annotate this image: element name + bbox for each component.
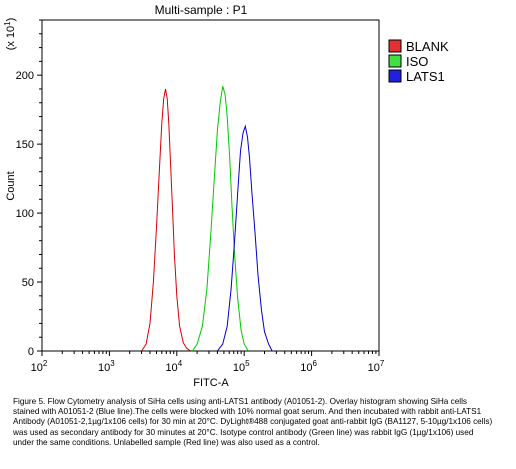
series-layer (141, 86, 273, 352)
legend-swatch-blank (388, 39, 402, 53)
x-tick-label: 103 (98, 359, 115, 374)
legend-swatch-lats1 (388, 69, 402, 83)
series-line-iso (191, 86, 249, 352)
y-tick-label: 150 (16, 139, 34, 151)
legend-swatch-iso (388, 54, 402, 68)
plot-frame (41, 19, 380, 352)
y-axis-ticks: 0 50 100 150 200 (16, 19, 42, 358)
x-tick-label: 106 (300, 359, 317, 374)
y-axis-multiplier: (x 101) (3, 18, 17, 51)
series-line-blank (141, 88, 191, 352)
x-axis-label: FITC-A (193, 377, 229, 389)
legend-label-iso: ISO (406, 54, 428, 69)
y-tick-label: 200 (16, 70, 34, 82)
series-line-lats1 (217, 124, 273, 352)
x-axis-ticks: 102 103 104 105 106 107 (31, 351, 385, 374)
legend-label-blank: BLANK (406, 39, 449, 54)
y-axis-label: Count (5, 171, 17, 200)
figure-caption: Figure 5. Flow Cytometry analysis of SiH… (13, 397, 493, 447)
y-tick-label: 50 (22, 277, 34, 289)
y-tick-label: 100 (16, 208, 34, 220)
x-tick-label: 104 (165, 359, 182, 374)
legend-label-lats1: LATS1 (406, 69, 445, 84)
x-tick-label: 105 (233, 359, 250, 374)
flow-cytometry-chart: Multi-sample : P1 102 103 104 105 106 107 0 50… (3, 3, 449, 389)
y-tick-label: 0 (28, 346, 34, 358)
x-tick-label: 107 (368, 359, 385, 374)
x-tick-label: 102 (31, 359, 48, 374)
chart-title: Multi-sample : P1 (155, 3, 248, 17)
